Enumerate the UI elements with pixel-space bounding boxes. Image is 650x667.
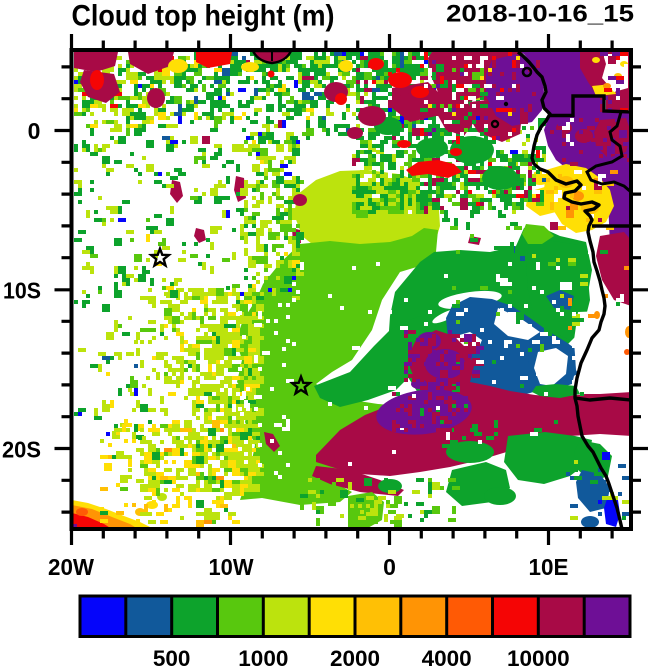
svg-text:10W: 10W: [209, 554, 254, 580]
svg-text:20W: 20W: [48, 554, 94, 580]
svg-text:Cloud top height (m): Cloud top height (m): [72, 0, 335, 33]
svg-text:1000: 1000: [238, 646, 288, 667]
svg-text:4000: 4000: [422, 646, 472, 667]
svg-text:0: 0: [383, 554, 396, 580]
svg-text:0: 0: [28, 118, 41, 144]
svg-text:500: 500: [153, 646, 191, 667]
svg-text:2000: 2000: [330, 646, 380, 667]
svg-text:10000: 10000: [507, 646, 570, 667]
svg-text:2018-10-16_15: 2018-10-16_15: [446, 1, 634, 28]
svg-text:20S: 20S: [2, 437, 41, 463]
svg-text:10E: 10E: [529, 554, 569, 580]
svg-text:10S: 10S: [3, 278, 41, 304]
